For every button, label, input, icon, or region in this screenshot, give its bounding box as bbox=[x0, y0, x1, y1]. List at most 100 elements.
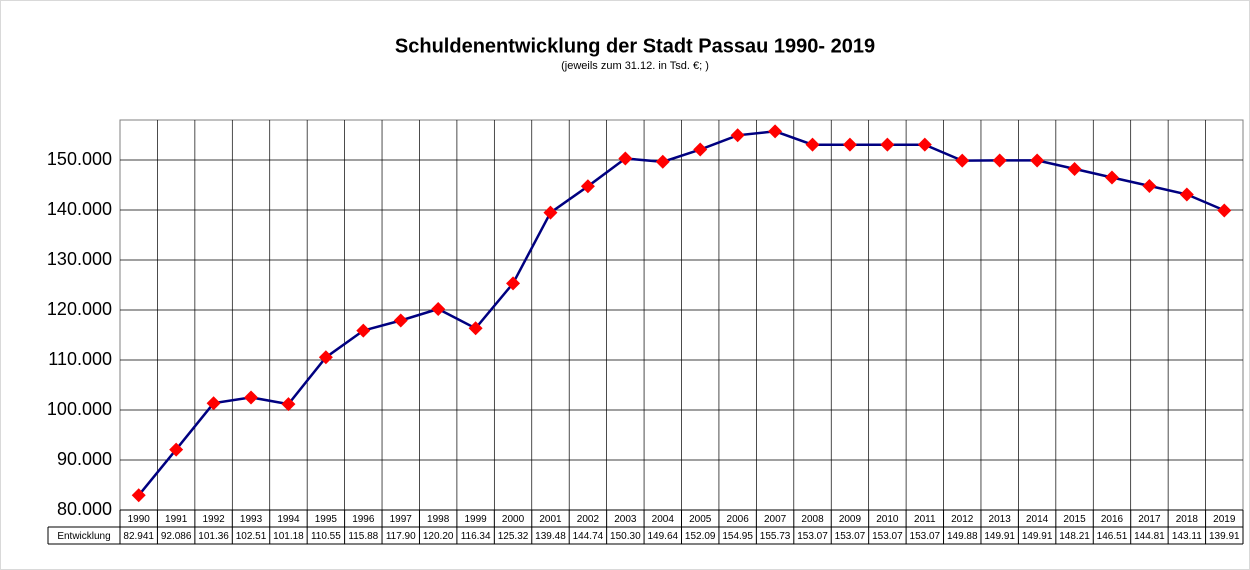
x-tick-label: 2018 bbox=[1176, 514, 1199, 525]
x-tick-label: 2006 bbox=[727, 514, 750, 525]
data-label: 102.51 bbox=[236, 531, 267, 542]
marker bbox=[506, 276, 521, 291]
x-tick-label: 2001 bbox=[539, 514, 562, 525]
x-tick-label: 1995 bbox=[315, 514, 338, 525]
y-tick-label: 100.000 bbox=[47, 399, 112, 419]
data-label: 110.55 bbox=[311, 531, 341, 542]
data-label: 144.74 bbox=[573, 531, 604, 542]
x-tick-label: 1999 bbox=[464, 514, 487, 525]
marker bbox=[580, 179, 595, 194]
data-label: 101.36 bbox=[198, 531, 229, 542]
marker bbox=[693, 142, 708, 157]
data-label: 153.07 bbox=[835, 531, 866, 542]
legend-label: Entwicklung bbox=[57, 531, 110, 542]
chart-subtitle: (jeweils zum 31.12. in Tsd. €; ) bbox=[561, 60, 709, 72]
data-label: 101.18 bbox=[273, 531, 304, 542]
x-tick-label: 2012 bbox=[951, 514, 974, 525]
data-label: 116.34 bbox=[461, 531, 491, 542]
x-tick-label: 2015 bbox=[1063, 514, 1086, 525]
x-tick-label: 1996 bbox=[352, 514, 375, 525]
x-tick-label: 2002 bbox=[577, 514, 600, 525]
marker bbox=[1179, 187, 1194, 202]
x-tick-label: 1997 bbox=[390, 514, 413, 525]
x-tick-label: 1994 bbox=[277, 514, 300, 525]
data-label: 153.07 bbox=[910, 531, 941, 542]
x-tick-label: 1993 bbox=[240, 514, 263, 525]
x-tick-label: 1991 bbox=[165, 514, 188, 525]
x-tick-label: 2007 bbox=[764, 514, 787, 525]
marker bbox=[1104, 170, 1119, 185]
data-label: 149.91 bbox=[1022, 531, 1053, 542]
marker bbox=[880, 137, 895, 152]
y-tick-label: 90.000 bbox=[57, 449, 112, 469]
marker bbox=[1217, 203, 1232, 218]
data-label: 120.20 bbox=[423, 531, 454, 542]
marker bbox=[356, 323, 371, 338]
data-label: 125.32 bbox=[498, 531, 529, 542]
x-tick-label: 2016 bbox=[1101, 514, 1124, 525]
marker bbox=[655, 154, 670, 169]
x-tick-label: 2011 bbox=[914, 514, 936, 525]
data-label: 139.91 bbox=[1209, 531, 1240, 542]
marker bbox=[917, 137, 932, 152]
x-tick-label: 2003 bbox=[614, 514, 637, 525]
marker bbox=[244, 390, 259, 405]
x-tick-label: 2004 bbox=[652, 514, 675, 525]
data-label: 143.11 bbox=[1172, 531, 1202, 542]
marker bbox=[768, 124, 783, 139]
y-tick-label: 130.000 bbox=[47, 249, 112, 269]
data-label: 149.91 bbox=[984, 531, 1015, 542]
x-tick-label: 1990 bbox=[128, 514, 151, 525]
data-label: 115.88 bbox=[348, 531, 378, 542]
marker bbox=[618, 151, 633, 166]
marker bbox=[393, 313, 408, 328]
data-label: 117.90 bbox=[386, 531, 416, 542]
marker bbox=[206, 396, 221, 411]
data-label: 139.48 bbox=[535, 531, 566, 542]
data-label: 154.95 bbox=[722, 531, 753, 542]
data-label: 153.07 bbox=[872, 531, 903, 542]
marker bbox=[1067, 161, 1082, 176]
marker bbox=[992, 153, 1007, 168]
x-tick-label: 2005 bbox=[689, 514, 712, 525]
marker bbox=[169, 442, 184, 457]
x-tick-label: 2017 bbox=[1138, 514, 1161, 525]
data-label: 146.51 bbox=[1097, 531, 1128, 542]
data-label: 149.88 bbox=[947, 531, 978, 542]
x-tick-label: 2009 bbox=[839, 514, 862, 525]
x-tick-label: 2013 bbox=[989, 514, 1012, 525]
y-tick-label: 150.000 bbox=[47, 149, 112, 169]
data-label: 149.64 bbox=[647, 531, 678, 542]
marker bbox=[543, 205, 558, 220]
marker bbox=[281, 397, 296, 412]
marker bbox=[468, 321, 483, 336]
x-tick-label: 1992 bbox=[202, 514, 225, 525]
data-label: 82.941 bbox=[123, 531, 154, 542]
x-tick-label: 2014 bbox=[1026, 514, 1049, 525]
data-label: 144.81 bbox=[1134, 531, 1165, 542]
y-tick-label: 140.000 bbox=[47, 199, 112, 219]
marker bbox=[955, 153, 970, 168]
data-label: 153.07 bbox=[797, 531, 828, 542]
data-label: 155.73 bbox=[760, 531, 791, 542]
marker bbox=[431, 302, 446, 316]
x-tick-label: 2010 bbox=[876, 514, 899, 525]
x-tick-label: 1998 bbox=[427, 514, 450, 525]
marker bbox=[1142, 178, 1157, 193]
data-label: 148.21 bbox=[1059, 531, 1090, 542]
marker bbox=[318, 350, 333, 365]
data-label: 152.09 bbox=[685, 531, 716, 542]
line bbox=[137, 130, 1225, 497]
y-tick-label: 120.000 bbox=[47, 299, 112, 319]
data-label: 150.30 bbox=[610, 531, 641, 542]
marker bbox=[730, 128, 745, 143]
x-tick-label: 2019 bbox=[1213, 514, 1236, 525]
x-tick-label: 2008 bbox=[801, 514, 824, 525]
data-label: 92.086 bbox=[161, 531, 192, 542]
marker bbox=[842, 137, 857, 152]
marker bbox=[131, 488, 146, 503]
x-tick-label: 2000 bbox=[502, 514, 525, 525]
marker bbox=[805, 137, 820, 152]
